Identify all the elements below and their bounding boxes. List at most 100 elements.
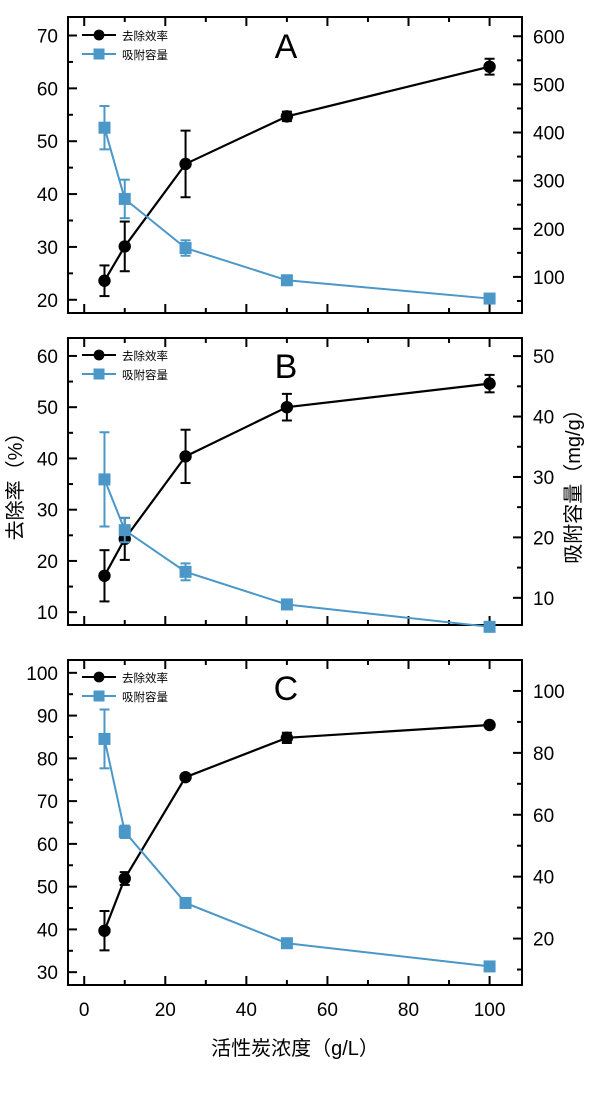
plot-frame bbox=[67, 659, 523, 986]
series-line-capacity bbox=[103, 127, 490, 300]
y-tick-label: 20 bbox=[37, 291, 58, 312]
y-tick-label: 60 bbox=[37, 79, 58, 100]
legend-marker-capacity bbox=[93, 48, 105, 60]
series-line-removal bbox=[103, 65, 490, 282]
data-point-circle bbox=[98, 569, 111, 582]
plot-frame bbox=[67, 337, 523, 626]
x-axis-title: 活性炭浓度（g/L） bbox=[211, 1037, 379, 1060]
y-tick-label: 30 bbox=[37, 501, 58, 522]
data-point-square bbox=[179, 896, 192, 909]
y2-tick-label: 10 bbox=[533, 589, 554, 610]
y-tick-label: 60 bbox=[37, 347, 58, 368]
legend-marker-capacity bbox=[93, 690, 105, 702]
legend-label-capacity: 吸附容量 bbox=[122, 690, 168, 704]
left-axis-title: 去除率（%） bbox=[4, 423, 27, 541]
data-point-square bbox=[483, 960, 496, 973]
data-point-square bbox=[118, 825, 131, 838]
y-tick-label: 100 bbox=[26, 664, 58, 685]
legend-label-capacity: 吸附容量 bbox=[122, 368, 168, 382]
x-tick-label: 0 bbox=[79, 1000, 90, 1021]
chart-c: 0 20 40 60 80 100 活性炭浓度（g/L） 30 40 50 60 70 80 90 100 2… bbox=[26, 659, 565, 1060]
y2-tick-label: 20 bbox=[533, 528, 554, 549]
y2-tick-label: 40 bbox=[533, 868, 554, 889]
legend-label-removal: 去除效率 bbox=[122, 349, 168, 363]
y2-tick-label: 300 bbox=[533, 172, 565, 193]
series-line-removal bbox=[103, 382, 490, 577]
data-point-circle bbox=[483, 377, 496, 390]
y-tick-label: 40 bbox=[37, 449, 58, 470]
y-tick-label: 70 bbox=[37, 27, 58, 48]
data-point-square bbox=[280, 598, 293, 611]
right-axis-title: 吸附容量（mg/g） bbox=[562, 399, 585, 563]
data-point-circle bbox=[98, 924, 111, 937]
y2-tick-label: 30 bbox=[533, 468, 554, 489]
legend-label-capacity: 吸附容量 bbox=[122, 48, 168, 62]
panel-c: 0 20 40 60 80 100 活性炭浓度（g/L） 30 40 50 60 70 80 90 100 2… bbox=[0, 652, 600, 1108]
y-tick-label: 20 bbox=[37, 552, 58, 573]
y2-tick-label: 20 bbox=[533, 930, 554, 951]
y2-tick-label: 60 bbox=[533, 806, 554, 827]
y2-tick-label: 40 bbox=[533, 408, 554, 429]
y-tick-label: 60 bbox=[37, 835, 58, 856]
x-tick-label: 60 bbox=[317, 1000, 338, 1021]
panel-letter: C bbox=[274, 670, 299, 708]
data-point-circle bbox=[179, 157, 192, 171]
plot-frame bbox=[67, 16, 523, 314]
series-line-removal bbox=[103, 723, 490, 932]
y-tick-label: 40 bbox=[37, 185, 58, 206]
panel-a: 20 30 40 50 60 70 100 200 300 400 500 600 去除效率吸附容量 A bbox=[0, 0, 600, 330]
y2-tick-label: 400 bbox=[533, 124, 565, 145]
data-point-circle bbox=[483, 718, 496, 732]
data-point-square bbox=[179, 565, 192, 578]
data-point-square bbox=[483, 620, 496, 633]
y2-tick-label: 500 bbox=[533, 75, 565, 96]
y2-tick-label: 80 bbox=[533, 744, 554, 765]
series-line-capacity bbox=[103, 479, 490, 628]
y-tick-label: 70 bbox=[37, 792, 58, 813]
data-point-square bbox=[118, 192, 131, 205]
data-point-square bbox=[179, 242, 192, 255]
y-tick-label: 90 bbox=[37, 707, 58, 728]
data-point-square bbox=[118, 524, 131, 537]
y-tick-label: 30 bbox=[37, 963, 58, 984]
data-point-circle bbox=[280, 400, 294, 414]
legend-marker-removal bbox=[93, 29, 105, 41]
y2-tick-label: 100 bbox=[533, 268, 565, 289]
legend-marker-capacity bbox=[93, 368, 105, 380]
data-point-circle bbox=[280, 110, 294, 123]
y2-tick-label: 50 bbox=[533, 347, 554, 368]
panel-b: 10 20 30 40 50 60 10 20 30 40 50 去除效率吸附容量 B 去除率（%） 吸附容… bbox=[0, 330, 600, 652]
data-point-circle bbox=[483, 60, 496, 73]
series-line-capacity bbox=[103, 738, 490, 968]
x-tick-label: 100 bbox=[474, 1000, 506, 1021]
y-tick-label: 50 bbox=[37, 878, 58, 899]
panel-letter: A bbox=[275, 28, 298, 66]
data-point-circle bbox=[280, 731, 294, 745]
y-tick-label: 50 bbox=[37, 398, 58, 419]
y2-tick-label: 200 bbox=[533, 220, 565, 241]
y-tick-label: 30 bbox=[37, 238, 58, 259]
data-point-square bbox=[98, 473, 111, 486]
data-point-square bbox=[280, 937, 293, 950]
y-tick-label: 50 bbox=[37, 132, 58, 153]
data-point-square bbox=[280, 274, 293, 287]
y-tick-label: 80 bbox=[37, 749, 58, 770]
y2-tick-label: 100 bbox=[533, 682, 565, 703]
x-tick-label: 80 bbox=[398, 1000, 419, 1021]
y-tick-label: 40 bbox=[37, 920, 58, 941]
data-point-circle bbox=[179, 450, 192, 463]
legend-label-removal: 去除效率 bbox=[122, 29, 168, 43]
data-point-circle bbox=[179, 770, 192, 784]
data-point-square bbox=[98, 732, 111, 745]
legend-marker-removal bbox=[93, 671, 105, 683]
panel-letter: B bbox=[275, 348, 298, 386]
x-tick-label: 40 bbox=[236, 1000, 257, 1021]
y2-tick-label: 600 bbox=[533, 27, 565, 48]
y-tick-label: 10 bbox=[37, 603, 58, 624]
